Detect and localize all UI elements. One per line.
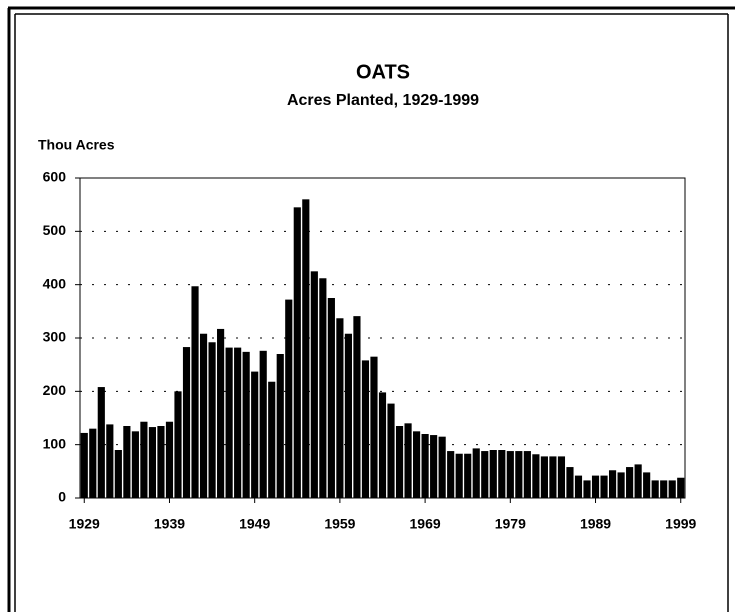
y-tick-label: 600 — [43, 169, 67, 185]
x-tick-label: 1999 — [665, 516, 696, 532]
bar — [660, 480, 668, 498]
bar — [123, 426, 131, 498]
bar — [80, 432, 88, 498]
bar — [566, 467, 574, 498]
bar — [251, 371, 259, 498]
bar — [199, 333, 208, 498]
y-tick-label: 300 — [43, 329, 67, 345]
x-tick-label: 1989 — [580, 516, 611, 532]
bar — [395, 426, 404, 498]
bar — [361, 360, 370, 498]
y-tick-label: 500 — [43, 222, 67, 238]
bar — [430, 435, 438, 498]
bar — [574, 475, 583, 498]
bar — [540, 456, 548, 498]
bar — [387, 403, 395, 498]
bar — [421, 434, 429, 498]
bar — [677, 477, 685, 498]
bar — [114, 450, 122, 498]
bar — [353, 316, 361, 498]
bar — [506, 451, 514, 498]
bar — [336, 318, 344, 498]
bar — [319, 278, 327, 498]
bar — [668, 480, 676, 498]
bar — [208, 342, 216, 498]
bar — [344, 333, 352, 498]
bar — [89, 428, 97, 498]
bar — [489, 450, 497, 498]
bar — [106, 424, 114, 498]
bar — [523, 451, 531, 498]
bar — [617, 472, 625, 498]
x-tick-label: 1959 — [324, 516, 355, 532]
bar — [174, 391, 182, 498]
bar — [557, 456, 566, 498]
bar — [464, 453, 472, 498]
bar — [370, 356, 378, 498]
bar — [608, 470, 617, 498]
bar — [242, 351, 250, 498]
bar — [591, 475, 600, 498]
bar — [404, 423, 412, 498]
bar — [481, 451, 489, 498]
bar — [234, 347, 242, 498]
bar — [97, 387, 105, 498]
x-tick-label: 1979 — [495, 516, 526, 532]
bar — [600, 475, 608, 498]
bar — [293, 207, 301, 499]
y-tick-label: 0 — [58, 489, 66, 505]
bar — [225, 347, 233, 498]
x-tick-label: 1929 — [69, 516, 100, 532]
bar — [302, 199, 310, 499]
bar — [438, 436, 446, 498]
chart-subtitle: Acres Planted, 1929-1999 — [287, 92, 479, 109]
bar — [643, 472, 651, 498]
x-tick-label: 1949 — [239, 516, 270, 532]
bar — [131, 431, 139, 498]
bar — [259, 350, 267, 498]
bar — [157, 426, 165, 498]
x-tick-label: 1969 — [410, 516, 441, 532]
bar — [498, 450, 506, 498]
bar — [285, 299, 293, 498]
bar — [472, 448, 480, 498]
bar — [268, 381, 276, 498]
bar — [549, 456, 557, 498]
bar — [583, 480, 591, 498]
bar — [148, 427, 157, 498]
bar — [191, 286, 199, 498]
bar — [651, 480, 659, 498]
bar — [634, 464, 642, 498]
bar — [532, 454, 540, 498]
bar — [378, 392, 387, 498]
y-tick-label: 200 — [43, 382, 67, 398]
chart-title: OATS — [356, 61, 410, 83]
x-tick-label: 1939 — [154, 516, 185, 532]
bar — [217, 328, 225, 498]
bar — [276, 354, 284, 498]
bar — [455, 453, 463, 498]
y-tick-label: 100 — [43, 435, 67, 451]
bar — [165, 421, 174, 498]
y-axis-label: Thou Acres — [38, 137, 115, 153]
bar — [327, 298, 335, 498]
bar — [447, 451, 455, 498]
bar — [140, 421, 148, 498]
bar — [182, 347, 191, 498]
bar — [515, 451, 523, 498]
bar — [310, 271, 318, 498]
bar — [413, 431, 421, 498]
bar — [626, 467, 634, 498]
y-tick-label: 400 — [43, 275, 67, 291]
